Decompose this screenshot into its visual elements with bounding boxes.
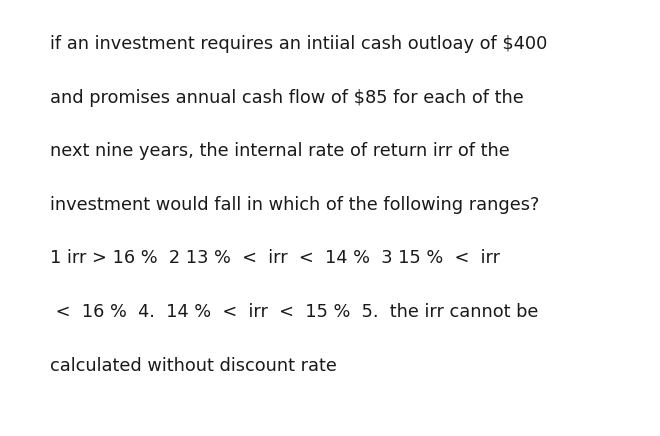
Text: investment would fall in which of the following ranges?: investment would fall in which of the fo… xyxy=(50,196,539,214)
Text: if an investment requires an intiial cash outloay of $400: if an investment requires an intiial cas… xyxy=(50,35,547,53)
Text: and promises annual cash flow of $85 for each of the: and promises annual cash flow of $85 for… xyxy=(50,89,523,106)
Text: 1 irr > 16 %  2 13 %  <  irr  <  14 %  3 15 %  <  irr: 1 irr > 16 % 2 13 % < irr < 14 % 3 15 % … xyxy=(50,249,500,267)
Text: <  16 %  4.  14 %  <  irr  <  15 %  5.  the irr cannot be: < 16 % 4. 14 % < irr < 15 % 5. the irr c… xyxy=(50,303,538,321)
Text: next nine years, the internal rate of return irr of the: next nine years, the internal rate of re… xyxy=(50,142,510,160)
Text: calculated without discount rate: calculated without discount rate xyxy=(50,357,337,375)
